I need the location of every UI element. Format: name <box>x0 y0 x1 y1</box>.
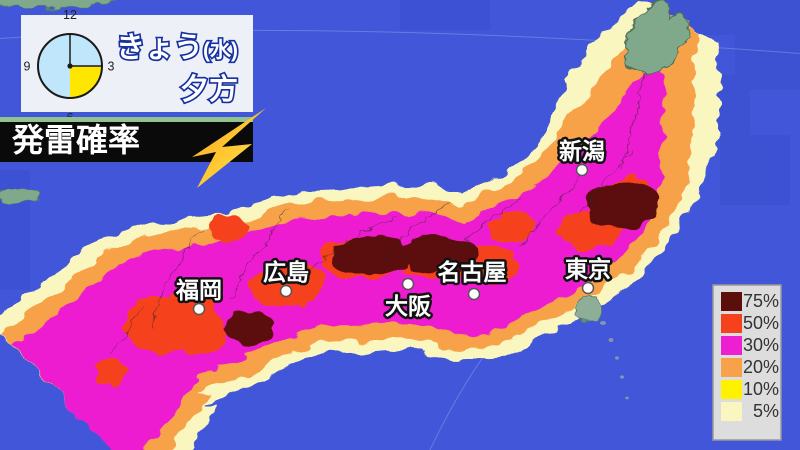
svg-text:12: 12 <box>63 8 77 22</box>
svg-text:10%: 10% <box>743 379 779 399</box>
svg-text:東京: 東京 <box>565 256 611 282</box>
svg-text:福岡: 福岡 <box>175 277 222 303</box>
svg-text:30%: 30% <box>743 335 779 355</box>
svg-text:5%: 5% <box>753 401 779 421</box>
svg-text:広島: 広島 <box>263 259 309 285</box>
svg-text:名古屋: 名古屋 <box>438 259 507 285</box>
svg-text:新潟: 新潟 <box>559 138 605 164</box>
svg-text:20%: 20% <box>743 357 779 377</box>
svg-text:夕方: 夕方 <box>180 72 238 106</box>
svg-text:発雷確率: 発雷確率 <box>11 122 140 158</box>
svg-text:75%: 75% <box>743 291 779 311</box>
svg-text:3: 3 <box>108 60 115 74</box>
svg-text:50%: 50% <box>743 313 779 333</box>
svg-text:大阪: 大阪 <box>385 293 431 319</box>
svg-text:9: 9 <box>24 60 31 74</box>
